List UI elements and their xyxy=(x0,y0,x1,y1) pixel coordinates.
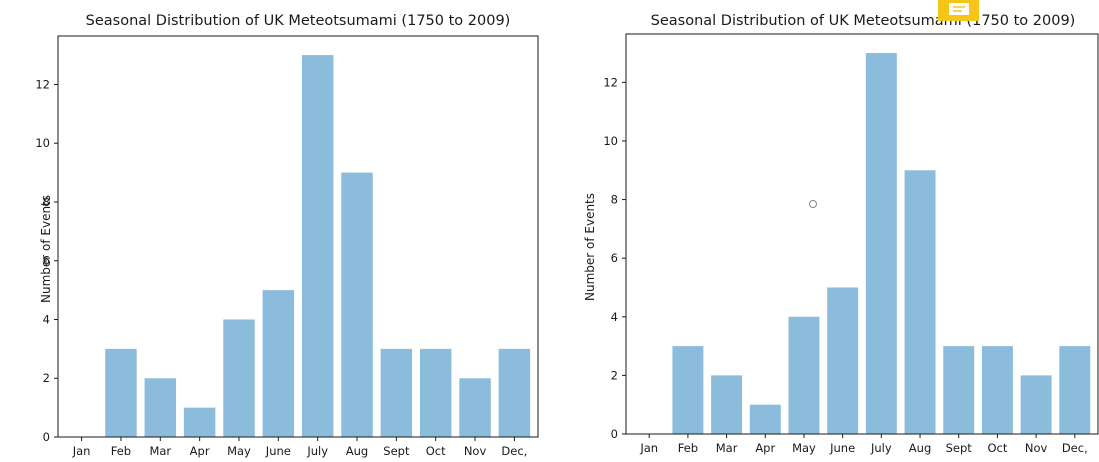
x-tick-label: Oct xyxy=(426,444,446,458)
bar-may xyxy=(223,319,255,437)
bar-july xyxy=(865,53,897,435)
x-tick-label: May xyxy=(792,441,816,455)
plot-frame xyxy=(625,33,1099,435)
chart-right: Seasonal Distribution of UK Meteotsumami… xyxy=(583,13,1099,455)
bar-dec xyxy=(498,348,531,437)
bar-mar xyxy=(144,378,177,437)
x-tick-label: Jan xyxy=(639,441,658,455)
bar-aug xyxy=(904,170,936,434)
y-tick-label: 8 xyxy=(43,195,50,209)
y-tick-label: 6 xyxy=(43,254,50,268)
y-tick-label: 2 xyxy=(43,371,50,385)
bars xyxy=(672,53,1091,435)
x-tick-label: Oct xyxy=(987,441,1007,455)
x-tick-label: Nov xyxy=(1025,441,1048,455)
bar-may xyxy=(788,316,820,434)
bar-aug xyxy=(341,172,373,437)
bar-dec xyxy=(1059,346,1091,434)
chart-title: Seasonal Distribution of UK Meteotsumami… xyxy=(651,13,1076,29)
x-tick-label: Sept xyxy=(383,444,410,458)
note-paper xyxy=(949,3,969,15)
x-tick-label: Aug xyxy=(909,441,931,455)
bar-sept xyxy=(943,346,975,434)
x-tick-label: Apr xyxy=(755,441,775,455)
y-axis-label: Number of Events xyxy=(39,195,53,303)
x-tick-label: Dec, xyxy=(1062,441,1088,455)
bar-june xyxy=(827,287,859,434)
bar-feb xyxy=(672,346,704,434)
x-tick-label: Jan xyxy=(72,444,91,458)
y-tick-label: 8 xyxy=(611,193,618,207)
y-tick-label: 2 xyxy=(611,368,618,382)
cursor-ring-icon xyxy=(809,200,817,208)
x-tick-label: Mar xyxy=(716,441,738,455)
bar-oct xyxy=(419,348,452,437)
x-tick-label: July xyxy=(870,441,892,455)
x-tick-label: May xyxy=(227,444,251,458)
x-ticks: Jan Feb Mar Apr May June July Aug Sept Oct Nov Dec, xyxy=(639,434,1088,455)
y-tick-label: 0 xyxy=(43,430,50,444)
x-tick-label: Mar xyxy=(149,444,171,458)
y-tick-label: 4 xyxy=(43,312,50,326)
y-tick-label: 12 xyxy=(35,77,50,91)
chart-title: Seasonal Distribution of UK Meteotsumami… xyxy=(86,13,511,29)
x-tick-label: Dec, xyxy=(501,444,527,458)
bar-nov xyxy=(1020,375,1052,434)
y-tick-label: 10 xyxy=(35,136,50,150)
y-tick-label: 4 xyxy=(611,310,618,324)
chart-left: Seasonal Distribution of UK Meteotsumami… xyxy=(35,13,539,458)
bar-mar xyxy=(711,375,743,434)
bars xyxy=(105,55,531,437)
x-tick-label: Apr xyxy=(190,444,210,458)
y-tick-label: 10 xyxy=(603,134,618,148)
x-tick-label: June xyxy=(265,444,291,458)
y-ticks: 0 2 4 6 8 10 12 xyxy=(603,75,626,441)
x-tick-label: Nov xyxy=(464,444,487,458)
y-tick-label: 12 xyxy=(603,75,618,89)
note-icon[interactable] xyxy=(938,0,979,21)
x-tick-label: Aug xyxy=(346,444,368,458)
bar-nov xyxy=(459,378,491,437)
x-tick-label: Feb xyxy=(678,441,698,455)
x-tick-label: Sept xyxy=(946,441,973,455)
y-tick-label: 0 xyxy=(611,427,618,441)
plot-frame xyxy=(57,35,539,438)
x-ticks: Jan Feb Mar Apr May June July Aug Sept Oct Nov Dec, xyxy=(72,437,527,458)
y-ticks: 0 2 4 6 8 10 12 xyxy=(35,77,58,444)
bar-june xyxy=(262,290,295,437)
x-tick-label: July xyxy=(306,444,328,458)
x-tick-label: Feb xyxy=(111,444,131,458)
bar-apr xyxy=(183,407,216,437)
bar-feb xyxy=(105,348,137,437)
bar-oct xyxy=(981,346,1013,434)
bar-apr xyxy=(749,404,781,434)
y-axis-label: Number of Events xyxy=(583,193,597,301)
bar-sept xyxy=(380,348,413,437)
y-tick-label: 6 xyxy=(611,251,618,265)
x-tick-label: June xyxy=(829,441,855,455)
bar-july xyxy=(301,55,334,437)
